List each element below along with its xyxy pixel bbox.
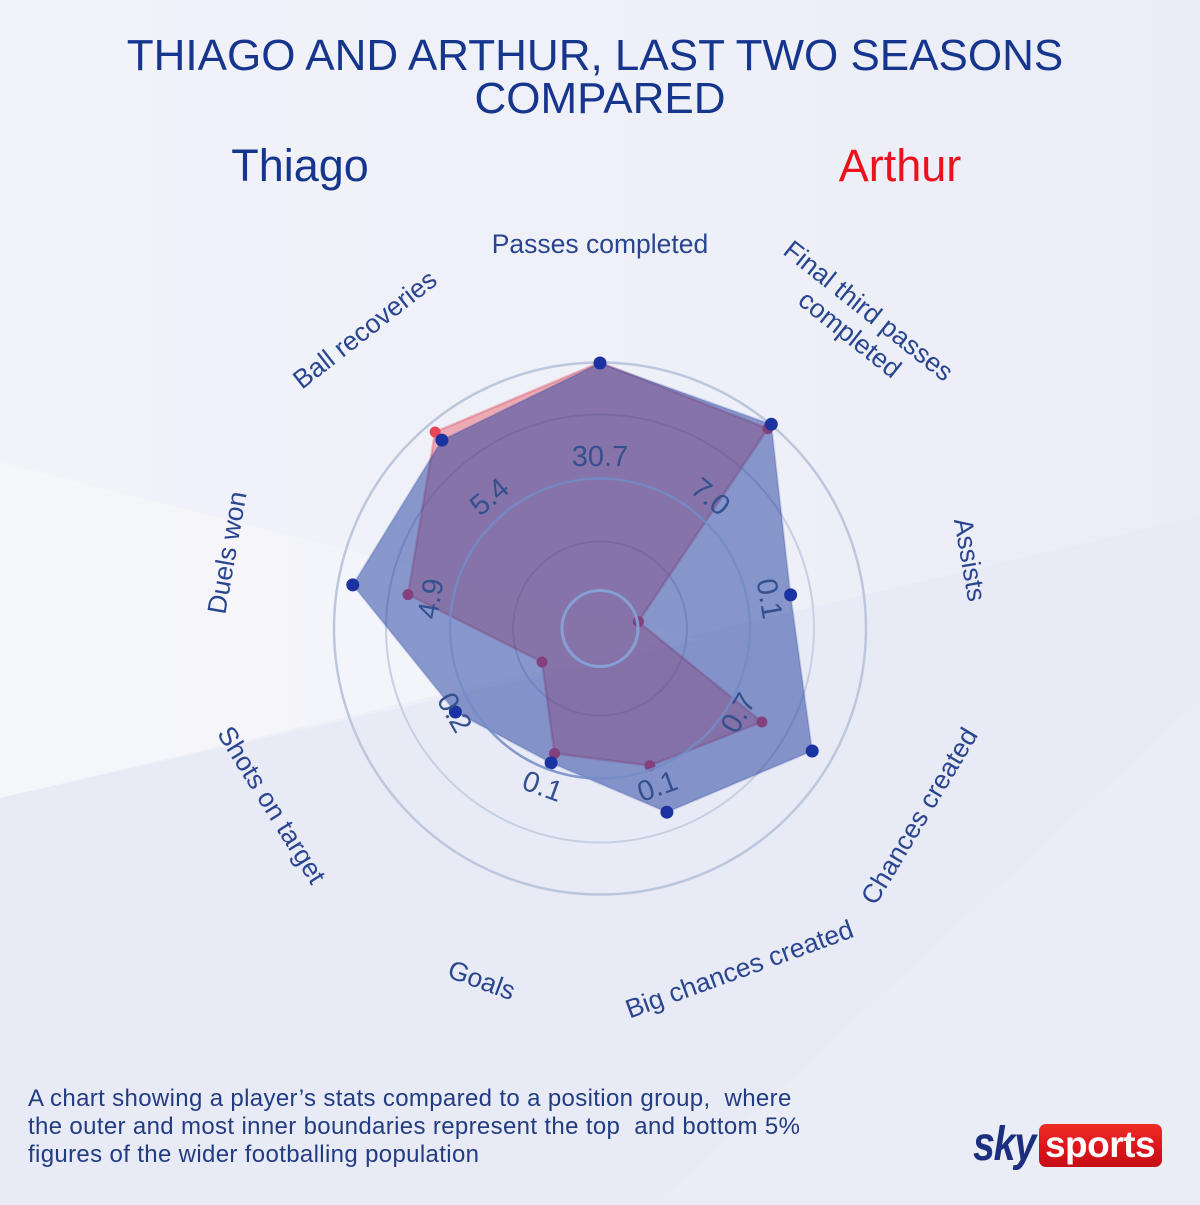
svg-text:sports: sports	[1045, 1124, 1155, 1165]
svg-text:COMPARED: COMPARED	[475, 74, 726, 123]
svg-text:sky: sky	[973, 1118, 1038, 1171]
svg-text:the outer and most inner bound: the outer and most inner boundaries repr…	[28, 1113, 800, 1140]
svg-text:Thiago: Thiago	[231, 140, 369, 191]
svg-text:A chart showing a player’s sta: A chart showing a player’s stats compare…	[28, 1085, 792, 1112]
svg-text:Passes completed: Passes completed	[492, 229, 709, 259]
svg-text:Arthur: Arthur	[839, 140, 962, 191]
svg-text:4.9: 4.9	[412, 576, 451, 621]
svg-text:THIAGO AND ARTHUR, LAST TWO SE: THIAGO AND ARTHUR, LAST TWO SEASONS	[127, 31, 1063, 80]
svg-text:0.1: 0.1	[749, 576, 788, 621]
svg-text:30.7: 30.7	[572, 441, 628, 473]
svg-text:figures of the wider footballi: figures of the wider footballing populat…	[28, 1141, 479, 1168]
